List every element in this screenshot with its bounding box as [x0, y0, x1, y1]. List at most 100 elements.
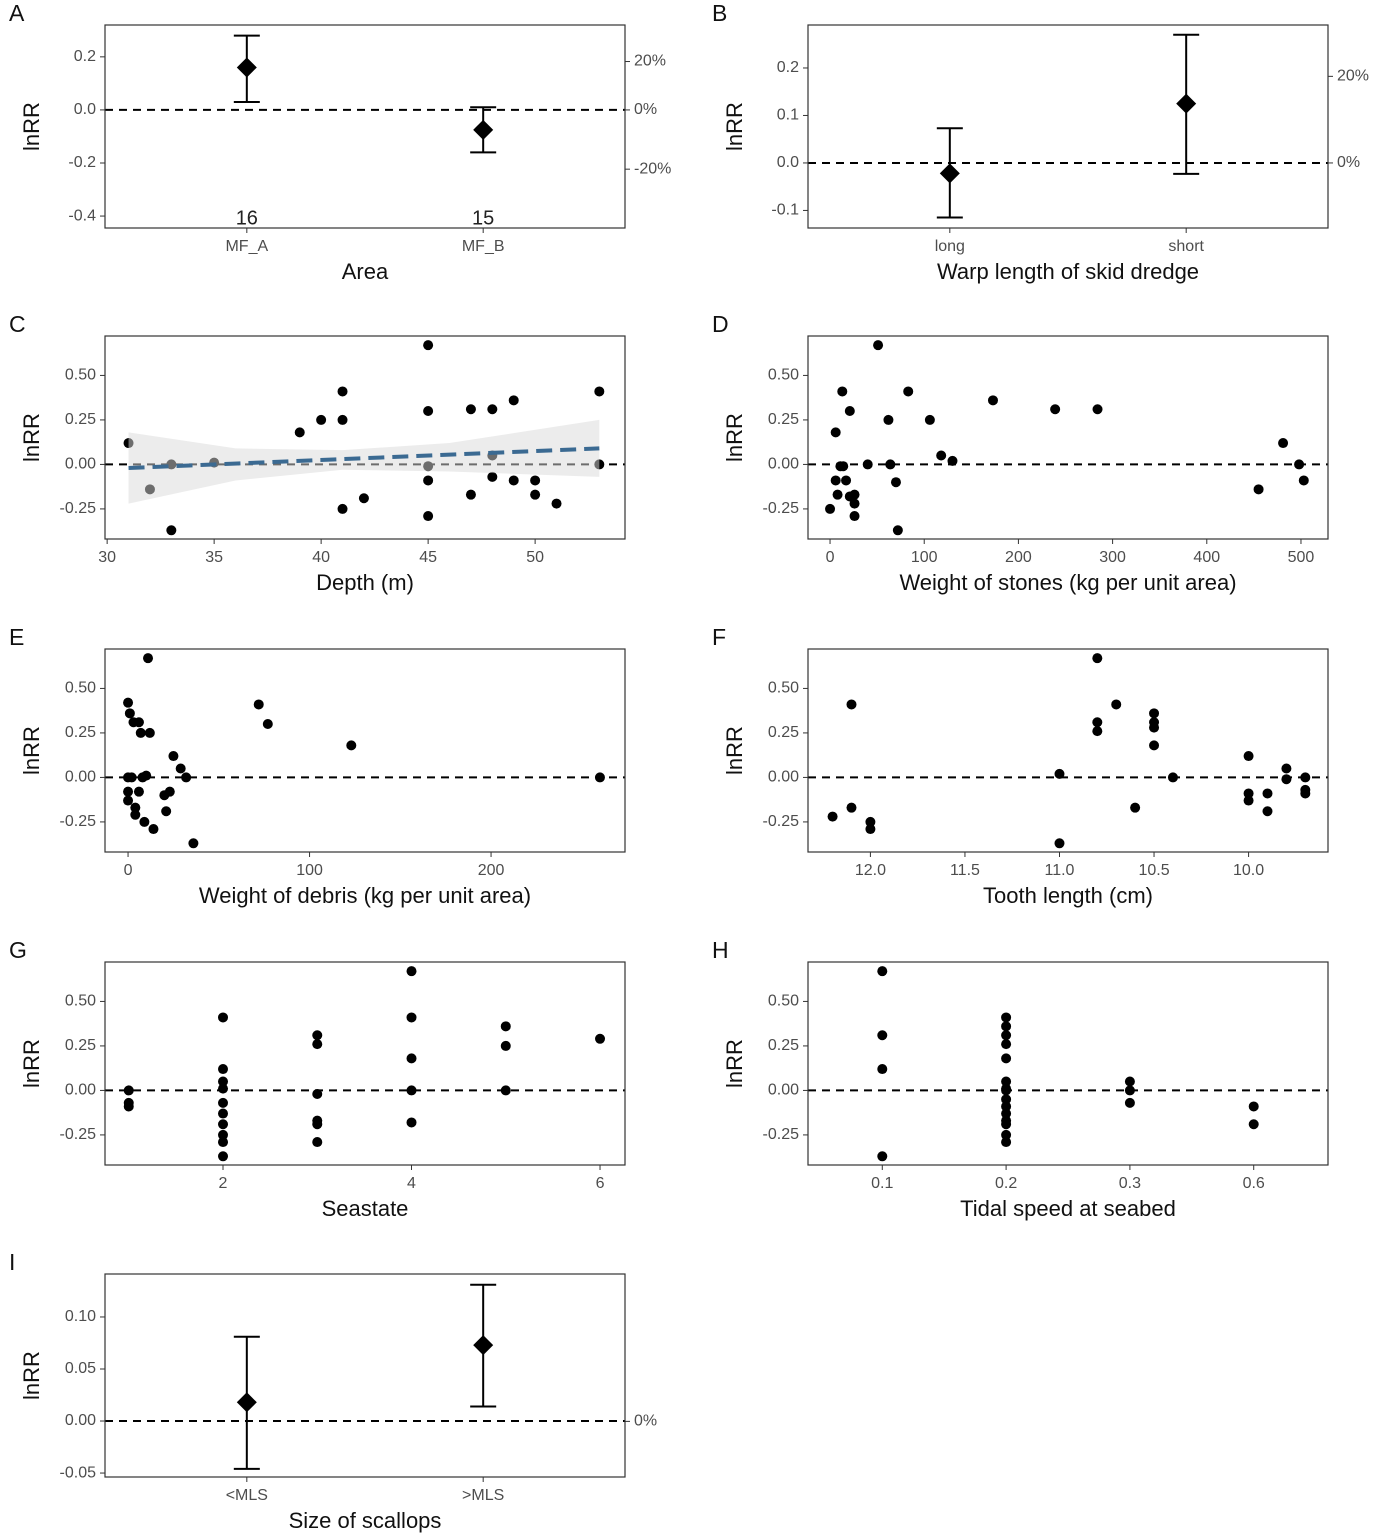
point-estimate	[473, 119, 494, 140]
point	[1001, 1012, 1012, 1023]
point	[551, 498, 562, 509]
y-tick-label: 0.50	[65, 680, 96, 697]
point	[406, 966, 417, 977]
point	[890, 477, 901, 488]
y-tick-label: -0.4	[68, 207, 96, 224]
point	[500, 1085, 511, 1096]
point	[1124, 1097, 1135, 1108]
y-axis-title: lnRR	[19, 1351, 44, 1400]
point	[1294, 459, 1305, 470]
y-tick-label: 0.50	[768, 993, 799, 1010]
y-tick-label: 0.0	[777, 154, 799, 171]
point	[1092, 404, 1103, 415]
point	[346, 740, 357, 751]
point	[877, 1064, 888, 1075]
point	[987, 395, 998, 406]
plot-frame	[104, 648, 626, 853]
point	[218, 1129, 229, 1140]
point	[1001, 1137, 1012, 1148]
x-tick-label: 12.0	[855, 862, 886, 879]
x-axis-title: Area	[342, 259, 389, 284]
panel-label: B	[712, 0, 727, 26]
point	[406, 1085, 417, 1096]
x-tick-label: 11.5	[950, 862, 980, 879]
point	[1054, 838, 1065, 849]
point	[508, 475, 519, 486]
y-tick-label: 0.25	[768, 411, 799, 428]
point	[143, 653, 154, 664]
y-tick-label: -0.25	[60, 500, 97, 517]
y-tick-label: 0.25	[65, 724, 96, 741]
point	[877, 1030, 888, 1041]
point	[337, 414, 348, 425]
x-tick-label: 50	[526, 549, 544, 566]
point	[123, 1085, 134, 1096]
trend-line	[128, 446, 600, 470]
x-tick-label: 30	[98, 549, 116, 566]
point	[175, 763, 186, 774]
x-tick-label: 10.5	[1138, 862, 1169, 879]
point	[530, 475, 541, 486]
x-axis-title: Seastate	[322, 1196, 409, 1221]
point	[1278, 438, 1289, 449]
plot-frame	[807, 648, 1329, 853]
point	[873, 340, 884, 351]
point	[423, 475, 434, 486]
point	[1243, 795, 1254, 806]
point	[1149, 740, 1160, 751]
x-tick-label: 0.3	[1119, 1175, 1141, 1192]
y-axis-title: lnRR	[19, 726, 44, 775]
point	[1262, 806, 1273, 817]
y-tick-label: -0.25	[763, 1126, 800, 1143]
x-tick-label: 100	[296, 862, 323, 879]
point	[892, 525, 903, 536]
y-tick-label: 0.50	[768, 367, 799, 384]
point	[406, 1012, 417, 1023]
point	[500, 1021, 511, 1032]
x-tick-label: 0.6	[1243, 1175, 1265, 1192]
point	[1001, 1108, 1012, 1119]
point	[218, 1083, 229, 1094]
point	[903, 386, 914, 397]
x-tick-label: 0	[124, 862, 133, 879]
y-tick-label: 0.50	[65, 367, 96, 384]
point	[141, 770, 152, 781]
point	[123, 1101, 134, 1112]
x-tick-label: 40	[312, 549, 330, 566]
point	[218, 1108, 229, 1119]
point	[830, 475, 841, 486]
point	[168, 751, 179, 762]
x-tick-label: 2	[219, 1175, 228, 1192]
point	[1124, 1076, 1135, 1087]
point-estimate	[1176, 93, 1197, 114]
x-axis-title: Tooth length (cm)	[983, 883, 1153, 908]
y-tick-label: 0.25	[65, 411, 96, 428]
panel-label: C	[9, 311, 26, 337]
point	[1149, 722, 1160, 733]
point	[123, 786, 134, 797]
plot-frame	[807, 24, 1329, 229]
y-tick-label: -0.1	[771, 202, 799, 219]
point	[166, 525, 177, 536]
point	[164, 786, 175, 797]
y-axis-title: lnRR	[19, 413, 44, 462]
x-tick-label: 35	[205, 549, 223, 566]
y-tick-label: 0.00	[768, 1082, 799, 1099]
x-axis-title: Tidal speed at seabed	[960, 1196, 1176, 1221]
y-axis-title: lnRR	[19, 1039, 44, 1088]
point	[406, 1053, 417, 1064]
point	[262, 719, 273, 730]
x-tick-label: 0	[826, 549, 835, 566]
count-label: 15	[472, 207, 494, 229]
y-tick-label: -0.25	[60, 813, 97, 830]
point	[849, 498, 860, 509]
point	[139, 816, 150, 827]
point	[218, 1012, 229, 1023]
point	[1001, 1119, 1012, 1130]
point	[423, 340, 434, 351]
point	[253, 699, 264, 710]
plot-frame	[104, 961, 626, 1166]
panel-label: F	[712, 624, 726, 650]
y-tick-label: 0.50	[768, 680, 799, 697]
